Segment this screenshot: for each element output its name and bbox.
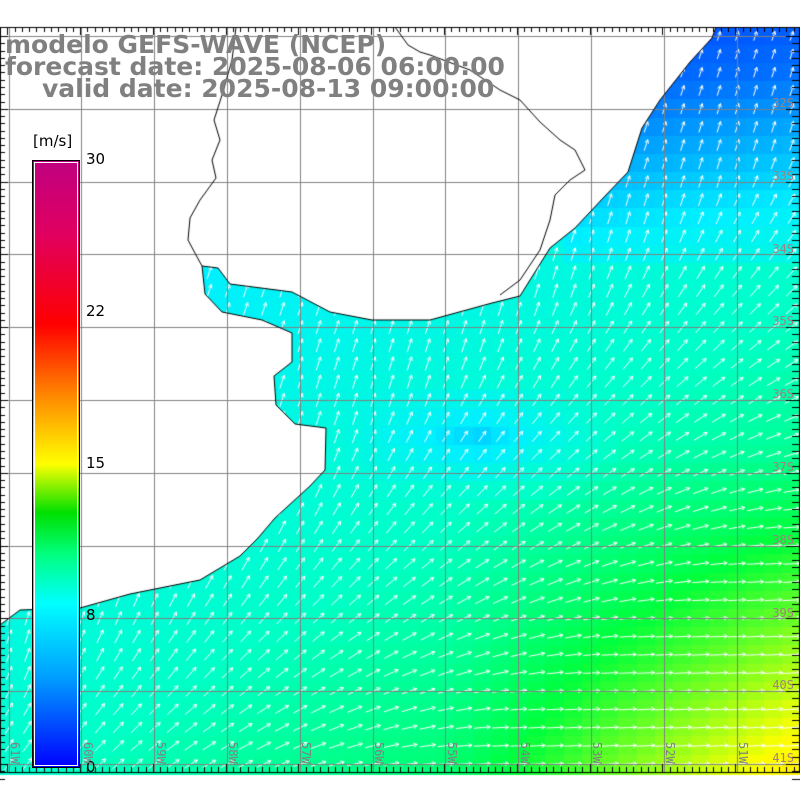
longitude-label: 52W (663, 742, 678, 764)
latitude-label: 40S (772, 678, 794, 693)
longitude-label: 59W (153, 742, 168, 764)
longitude-label: 51W (736, 742, 750, 764)
latitude-label: 37S (772, 460, 794, 474)
latitude-label: 32S (772, 96, 794, 110)
longitude-label: 56W (372, 742, 386, 764)
colorbar-tick: 0 (86, 758, 96, 776)
latitude-label: 35S (772, 314, 794, 329)
longitude-label: 53W (590, 742, 605, 764)
latitude-label: 33S (772, 168, 794, 183)
colorbar-tick: 15 (86, 454, 106, 472)
latitude-label: 34S (772, 241, 794, 256)
longitude-label: 58W (226, 742, 241, 764)
valid-date: valid date: 2025-08-13 09:00:00 (42, 74, 495, 103)
colorbar-tick: 30 (86, 150, 106, 168)
latitude-label: 38S (772, 532, 794, 547)
colorbar (32, 160, 80, 768)
colorbar-tick: 8 (86, 606, 96, 624)
latitude-label: 39S (772, 605, 794, 620)
longitude-label: 54W (517, 742, 532, 764)
model-title: modelo GEFS-WAVE (NCEP) (5, 30, 387, 59)
colorbar-unit: [m/s] (33, 132, 73, 150)
latitude-label: 41S (772, 751, 794, 766)
longitude-label: 57W (299, 742, 314, 764)
colorbar-tick: 22 (86, 302, 106, 320)
latitude-label: 36S (772, 387, 794, 402)
forecast-date: forecast date: 2025-08-06 06:00:00 (5, 52, 505, 81)
longitude-label: 60W (80, 742, 95, 764)
longitude-label: 55W (444, 742, 459, 764)
longitude-label: 61W (8, 742, 22, 764)
